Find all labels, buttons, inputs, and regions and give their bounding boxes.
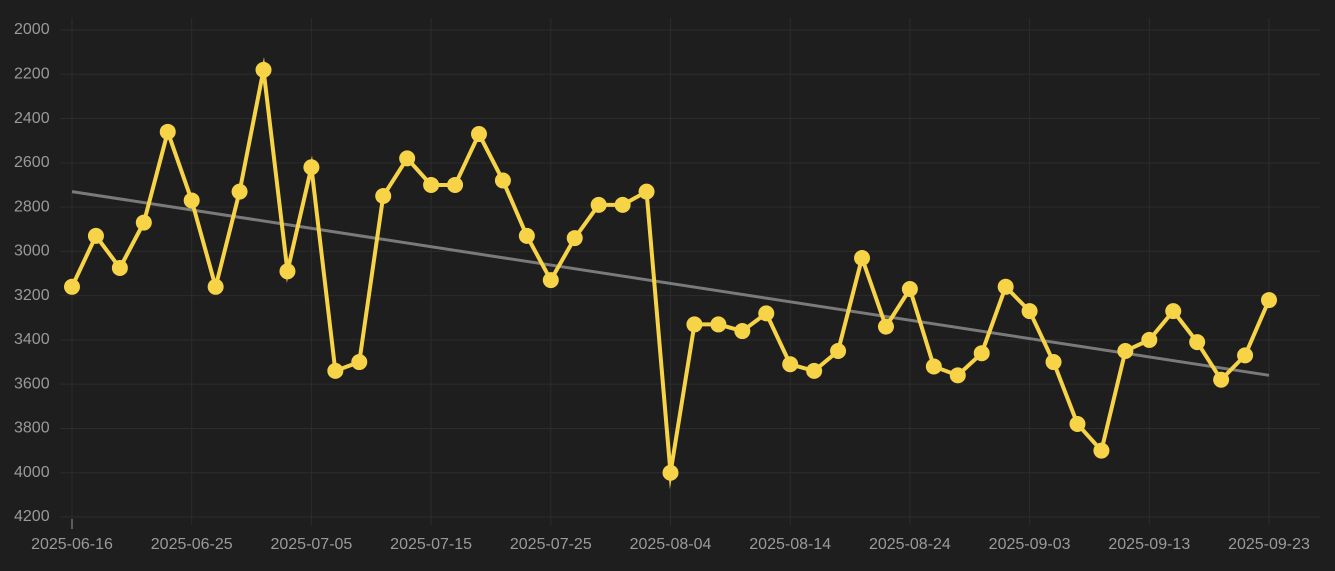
point xyxy=(1069,416,1086,433)
point xyxy=(758,305,775,322)
point xyxy=(327,362,344,379)
point xyxy=(638,183,655,200)
point xyxy=(782,356,799,373)
y-tick-label: 2600 xyxy=(14,154,50,171)
point xyxy=(279,263,296,280)
point xyxy=(806,362,823,379)
x-tick-label: 2025-09-23 xyxy=(1228,536,1310,553)
point xyxy=(255,61,272,78)
point xyxy=(1093,442,1110,459)
point xyxy=(494,172,511,189)
point xyxy=(1141,331,1158,348)
point xyxy=(183,192,200,209)
point xyxy=(925,358,942,375)
y-tick-label: 4000 xyxy=(14,464,50,481)
point xyxy=(830,342,847,359)
point xyxy=(351,354,368,371)
point xyxy=(1261,292,1277,309)
x-tick-label: 2025-09-03 xyxy=(989,536,1071,553)
point xyxy=(1165,303,1182,320)
y-tick-label: 3400 xyxy=(14,331,50,348)
point xyxy=(135,214,152,231)
point xyxy=(854,250,871,267)
point xyxy=(64,278,80,295)
point xyxy=(734,323,751,340)
x-tick-label: 2025-09-13 xyxy=(1108,536,1190,553)
x-tick-label: 2025-08-14 xyxy=(749,536,831,553)
point xyxy=(1189,334,1206,351)
point xyxy=(470,126,487,143)
x-tick-label: 2025-07-25 xyxy=(510,536,592,553)
point xyxy=(447,176,464,193)
x-tick-label: 2025-07-05 xyxy=(270,536,352,553)
y-tick-label: 2200 xyxy=(14,65,50,82)
point xyxy=(662,464,679,481)
point xyxy=(614,196,631,213)
y-tick-label: 4200 xyxy=(14,508,50,525)
point xyxy=(399,150,416,167)
point xyxy=(877,318,894,335)
point xyxy=(566,230,583,247)
y-tick-label: 3800 xyxy=(14,420,50,437)
point xyxy=(973,345,990,362)
point xyxy=(159,123,176,140)
point xyxy=(111,259,128,276)
point xyxy=(949,367,966,384)
point xyxy=(686,316,703,333)
point xyxy=(1117,342,1134,359)
trend-line xyxy=(71,190,1270,377)
x-tick-label: 2025-06-25 xyxy=(151,536,233,553)
y-tick-label: 3000 xyxy=(14,243,50,260)
point xyxy=(1213,371,1230,388)
y-tick-label: 3600 xyxy=(14,375,50,392)
point xyxy=(1237,347,1254,364)
x-tick-label: 2025-06-16 xyxy=(31,536,113,553)
point xyxy=(1021,303,1038,320)
x-tick-label: 2025-07-15 xyxy=(390,536,472,553)
point xyxy=(518,227,535,244)
y-tick-label: 2800 xyxy=(14,198,50,215)
point xyxy=(231,183,248,200)
point xyxy=(901,280,918,297)
point xyxy=(590,196,607,213)
point xyxy=(87,227,104,244)
y-tick-label: 3200 xyxy=(14,287,50,304)
point xyxy=(1045,354,1062,371)
x-tick-label: 2025-08-24 xyxy=(869,536,951,553)
y-tick-label: 2400 xyxy=(14,110,50,127)
y-tick-label: 2000 xyxy=(14,21,50,38)
point xyxy=(207,278,224,295)
x-tick-label: 2025-08-04 xyxy=(630,536,712,553)
point xyxy=(375,188,392,205)
point xyxy=(997,278,1014,295)
point xyxy=(423,176,440,193)
point xyxy=(710,316,727,333)
point xyxy=(542,272,559,289)
point xyxy=(303,159,320,176)
